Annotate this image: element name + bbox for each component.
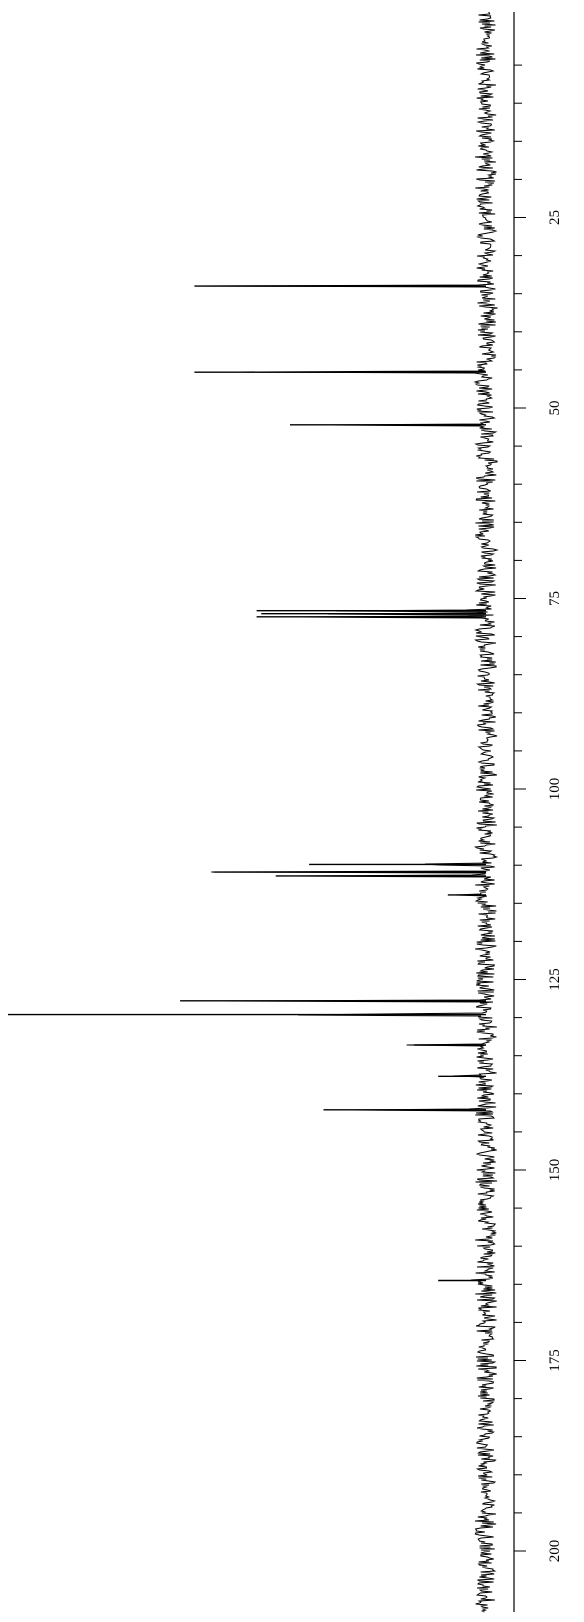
tick-label-125: 125 [547, 968, 563, 991]
tick-label-150: 150 [547, 1159, 563, 1182]
tick-label-175: 175 [547, 1349, 563, 1372]
spectrum-layer [8, 11, 499, 1613]
tick-label-100: 100 [547, 778, 563, 801]
spectrum-trace [198, 11, 499, 1613]
tick-label-50: 50 [547, 401, 563, 416]
tick-label-75: 75 [547, 591, 563, 606]
tick-label-200: 200 [547, 1540, 563, 1563]
tick-label-25: 25 [547, 210, 563, 225]
axis-ticks: 25 50 75 100 125 150 175 200 [514, 64, 563, 1563]
